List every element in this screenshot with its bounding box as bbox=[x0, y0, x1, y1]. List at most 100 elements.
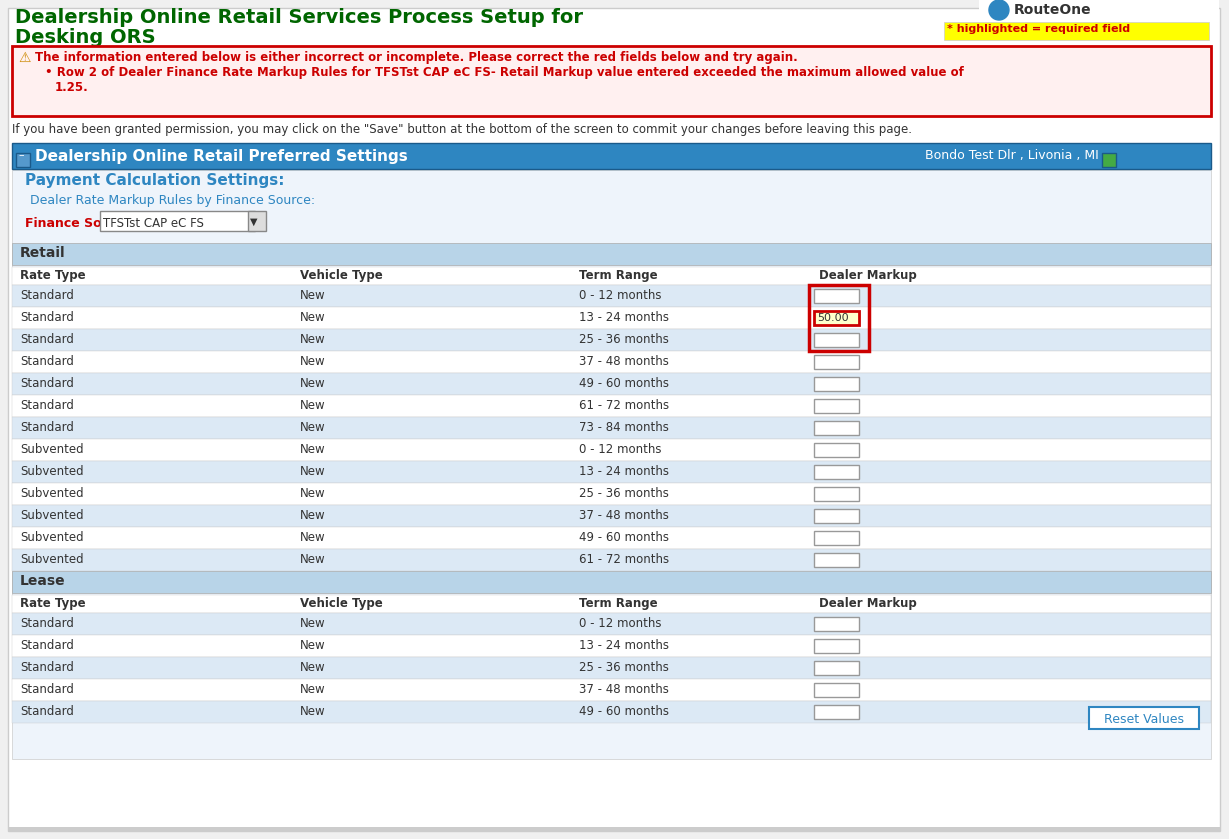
Bar bbox=[100, 211, 254, 231]
Text: Standard: Standard bbox=[20, 289, 74, 302]
Bar bbox=[12, 395, 1211, 417]
Text: Subvented: Subvented bbox=[20, 487, 84, 500]
Bar bbox=[12, 613, 1211, 635]
Text: –: – bbox=[18, 150, 23, 160]
Text: 13 - 24 months: 13 - 24 months bbox=[579, 311, 670, 324]
Text: Vehicle Type: Vehicle Type bbox=[300, 269, 382, 282]
Bar bbox=[12, 267, 1211, 285]
Text: Standard: Standard bbox=[20, 705, 74, 718]
Text: 50.00: 50.00 bbox=[817, 313, 849, 323]
Text: Standard: Standard bbox=[20, 333, 74, 346]
Text: Subvented: Subvented bbox=[20, 443, 84, 456]
Bar bbox=[12, 351, 1211, 373]
Bar bbox=[814, 617, 859, 631]
Bar bbox=[12, 243, 1211, 265]
Text: New: New bbox=[300, 661, 326, 674]
Text: New: New bbox=[300, 355, 326, 368]
Bar bbox=[814, 311, 859, 325]
Text: Standard: Standard bbox=[20, 639, 74, 652]
Text: 25 - 36 months: 25 - 36 months bbox=[579, 661, 670, 674]
Bar bbox=[814, 683, 859, 697]
Text: New: New bbox=[300, 509, 326, 522]
Text: New: New bbox=[300, 377, 326, 390]
Text: ⚠: ⚠ bbox=[18, 51, 31, 65]
Text: TFSTst CAP eC FS: TFSTst CAP eC FS bbox=[103, 217, 204, 230]
Text: RouteOne: RouteOne bbox=[1014, 3, 1091, 17]
Bar bbox=[809, 285, 869, 351]
Bar bbox=[12, 461, 1211, 483]
Bar bbox=[814, 421, 859, 435]
Text: 0 - 12 months: 0 - 12 months bbox=[579, 443, 662, 456]
Bar bbox=[814, 487, 859, 501]
Text: 25 - 36 months: 25 - 36 months bbox=[579, 487, 670, 500]
Bar bbox=[16, 153, 29, 167]
Text: 0 - 12 months: 0 - 12 months bbox=[579, 289, 662, 302]
Bar bbox=[248, 211, 265, 231]
Text: 37 - 48 months: 37 - 48 months bbox=[579, 355, 670, 368]
Text: Subvented: Subvented bbox=[20, 531, 84, 544]
Text: New: New bbox=[300, 311, 326, 324]
Text: New: New bbox=[300, 289, 326, 302]
Bar bbox=[12, 549, 1211, 571]
Text: 13 - 24 months: 13 - 24 months bbox=[579, 639, 670, 652]
Text: Desking ORS: Desking ORS bbox=[15, 28, 156, 47]
Text: New: New bbox=[300, 333, 326, 346]
Text: 0 - 12 months: 0 - 12 months bbox=[579, 617, 662, 630]
Text: 1.25.: 1.25. bbox=[55, 81, 88, 94]
Text: 49 - 60 months: 49 - 60 months bbox=[579, 377, 670, 390]
Text: Standard: Standard bbox=[20, 399, 74, 412]
Text: New: New bbox=[300, 617, 326, 630]
Text: • Row 2 of Dealer Finance Rate Markup Rules for TFSTst CAP eC FS- Retail Markup : • Row 2 of Dealer Finance Rate Markup Ru… bbox=[45, 66, 964, 79]
Bar bbox=[12, 527, 1211, 549]
Bar bbox=[12, 483, 1211, 505]
Text: Dealership Online Retail Services Process Setup for: Dealership Online Retail Services Proces… bbox=[15, 8, 583, 27]
Text: 49 - 60 months: 49 - 60 months bbox=[579, 531, 670, 544]
Bar bbox=[12, 657, 1211, 679]
Text: New: New bbox=[300, 553, 326, 566]
Text: Lease: Lease bbox=[20, 574, 65, 588]
Bar bbox=[12, 635, 1211, 657]
Text: Standard: Standard bbox=[20, 617, 74, 630]
Text: 37 - 48 months: 37 - 48 months bbox=[579, 683, 670, 696]
Bar bbox=[814, 509, 859, 523]
Bar bbox=[12, 373, 1211, 395]
Bar bbox=[12, 307, 1211, 329]
Text: New: New bbox=[300, 421, 326, 434]
Text: ▼: ▼ bbox=[249, 217, 257, 227]
Bar bbox=[12, 505, 1211, 527]
Text: Dealer Markup: Dealer Markup bbox=[820, 269, 917, 282]
Bar bbox=[814, 355, 859, 369]
Text: New: New bbox=[300, 399, 326, 412]
Text: Standard: Standard bbox=[20, 377, 74, 390]
Text: Subvented: Subvented bbox=[20, 509, 84, 522]
Bar bbox=[12, 46, 1211, 116]
Text: 25 - 36 months: 25 - 36 months bbox=[579, 333, 670, 346]
Text: Term Range: Term Range bbox=[579, 269, 658, 282]
Text: 61 - 72 months: 61 - 72 months bbox=[579, 399, 670, 412]
Bar bbox=[12, 170, 1211, 759]
Text: New: New bbox=[300, 465, 326, 478]
Circle shape bbox=[989, 0, 1009, 20]
Bar bbox=[814, 443, 859, 457]
Text: Retail: Retail bbox=[20, 246, 65, 260]
Bar bbox=[814, 661, 859, 675]
Text: 61 - 72 months: 61 - 72 months bbox=[579, 553, 670, 566]
Text: Standard: Standard bbox=[20, 683, 74, 696]
Text: Payment Calculation Settings:: Payment Calculation Settings: bbox=[25, 173, 284, 188]
Bar bbox=[12, 143, 1211, 169]
Text: Standard: Standard bbox=[20, 661, 74, 674]
Text: New: New bbox=[300, 487, 326, 500]
Bar bbox=[1089, 707, 1198, 729]
Bar bbox=[12, 417, 1211, 439]
Text: New: New bbox=[300, 639, 326, 652]
Bar bbox=[980, 0, 1219, 24]
Text: Standard: Standard bbox=[20, 421, 74, 434]
Bar bbox=[12, 595, 1211, 613]
Text: New: New bbox=[300, 683, 326, 696]
Text: Rate Type: Rate Type bbox=[20, 597, 86, 610]
Text: 13 - 24 months: 13 - 24 months bbox=[579, 465, 670, 478]
Bar bbox=[814, 465, 859, 479]
Bar bbox=[814, 553, 859, 567]
Bar bbox=[12, 571, 1211, 593]
Text: Subvented: Subvented bbox=[20, 465, 84, 478]
